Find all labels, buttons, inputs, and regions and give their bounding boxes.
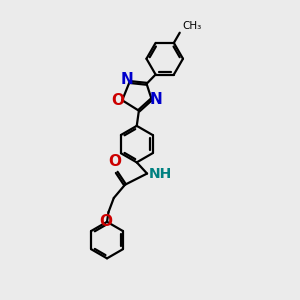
Text: O: O [100, 214, 112, 230]
Text: NH: NH [148, 167, 172, 181]
Text: N: N [149, 92, 162, 107]
Text: O: O [112, 93, 124, 108]
Text: N: N [121, 72, 134, 87]
Text: O: O [108, 154, 121, 169]
Text: CH₃: CH₃ [182, 21, 201, 31]
